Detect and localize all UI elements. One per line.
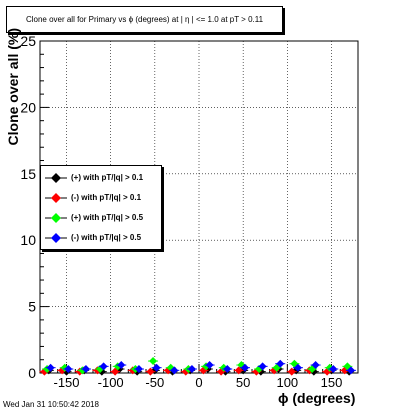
data-point [149, 357, 158, 366]
x-tick-label: 150 [321, 375, 343, 390]
data-point [152, 363, 161, 372]
chart-title: Clone over all for Primary vs ϕ (degrees… [6, 6, 283, 33]
data-point [258, 362, 267, 371]
x-axis-label: ϕ (degrees) [278, 390, 356, 406]
y-tick-label: 10 [20, 232, 36, 248]
data-point [99, 362, 108, 371]
y-tick-label: 0 [28, 365, 36, 381]
y-tick-label: 15 [20, 166, 36, 182]
x-tick-label: -100 [98, 375, 124, 390]
timestamp: Wed Jan 31 10:50:42 2018 [3, 400, 99, 409]
x-tick-label: -150 [53, 375, 79, 390]
legend-entry: (+) with pT/|q| > 0.5 [41, 208, 161, 228]
data-point [81, 365, 90, 374]
data-point [187, 365, 196, 374]
data-point [146, 367, 155, 376]
y-tick-label: 20 [20, 99, 36, 115]
data-point [170, 366, 179, 375]
x-tick-label: 100 [276, 375, 298, 390]
data-point [205, 361, 214, 370]
data-point [240, 363, 249, 372]
y-axis-label: Clone over all (%) [5, 28, 21, 146]
data-point [329, 365, 338, 374]
data-point [287, 367, 296, 376]
legend-entry: (-) with pT/|q| > 0.1 [41, 188, 161, 208]
data-point [117, 361, 126, 370]
legend-label: (-) with pT/|q| > 0.5 [71, 233, 142, 242]
grid-lines [40, 40, 358, 374]
legend-marker-icon [45, 213, 67, 223]
x-tick-label: 0 [195, 375, 202, 390]
y-tick-label: 5 [28, 299, 36, 315]
x-tick-label: 50 [236, 375, 250, 390]
legend-label: (+) with pT/|q| > 0.5 [71, 213, 144, 222]
data-markers [39, 357, 356, 376]
legend-label: (+) with pT/|q| > 0.1 [71, 173, 144, 182]
x-tick-label: -50 [145, 375, 164, 390]
legend: (+) with pT/|q| > 0.1 (-) with pT/|q| > … [40, 165, 162, 250]
legend-entry: (-) with pT/|q| > 0.5 [41, 228, 161, 248]
data-point [134, 365, 143, 374]
y-tick-label: 25 [20, 33, 36, 49]
data-point [311, 361, 320, 370]
data-point [46, 363, 55, 372]
data-point [276, 359, 285, 368]
legend-label: (-) with pT/|q| > 0.1 [71, 193, 142, 202]
data-point [223, 365, 232, 374]
legend-marker-icon [45, 233, 67, 243]
data-point [346, 366, 355, 375]
data-point [64, 365, 73, 374]
legend-entry: (+) with pT/|q| > 0.1 [41, 168, 161, 188]
legend-marker-icon [45, 193, 67, 203]
legend-marker-icon [45, 173, 67, 183]
data-point [58, 366, 67, 375]
data-point [293, 363, 302, 372]
